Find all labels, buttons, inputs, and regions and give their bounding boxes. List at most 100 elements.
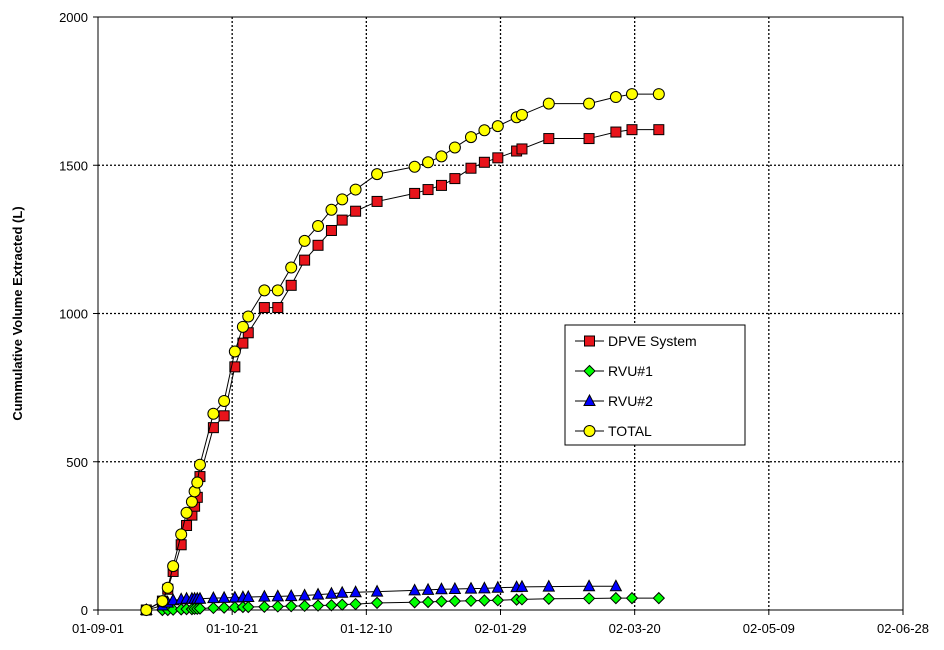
data-point	[207, 422, 219, 434]
data-point	[464, 594, 478, 608]
series-3	[140, 88, 665, 616]
data-point	[653, 124, 665, 136]
legend-label: RVU#2	[608, 393, 653, 409]
data-point	[583, 97, 596, 110]
data-point	[625, 591, 639, 605]
y-tick-label: 500	[66, 455, 88, 470]
data-point	[180, 506, 193, 519]
data-point	[325, 599, 338, 612]
data-point	[298, 588, 311, 601]
legend-marker	[583, 425, 596, 437]
data-point	[464, 581, 478, 594]
legend-marker	[583, 393, 596, 406]
y-tick-label: 0	[81, 603, 88, 618]
data-point	[285, 279, 297, 291]
data-point	[491, 594, 505, 607]
data-point	[435, 150, 448, 163]
data-point	[271, 600, 284, 613]
data-point	[271, 589, 285, 602]
data-point	[583, 133, 595, 145]
data-point	[449, 173, 461, 185]
x-tick-label: 02-05-09	[743, 621, 795, 636]
series-2	[139, 579, 623, 615]
data-point	[464, 131, 477, 144]
data-point	[242, 600, 255, 614]
legend-marker	[584, 335, 595, 347]
y-tick-label: 2000	[59, 10, 88, 25]
data-point	[193, 602, 207, 615]
data-point	[217, 590, 231, 603]
legend: DPVE System RVU#1 RVU#2 TOTAL	[564, 324, 746, 446]
y-tick-label: 1000	[59, 307, 88, 322]
data-point	[435, 582, 448, 595]
data-point	[229, 361, 241, 373]
data-point	[140, 604, 153, 616]
legend-item: TOTAL	[575, 423, 652, 439]
data-point	[242, 310, 255, 323]
data-point	[325, 224, 337, 236]
data-point	[409, 187, 421, 199]
legend-item: RVU#2	[575, 393, 653, 409]
data-point	[626, 124, 638, 136]
data-point	[408, 583, 421, 596]
data-point	[228, 590, 242, 603]
data-point	[284, 588, 298, 602]
data-point	[299, 254, 311, 266]
data-point	[349, 597, 362, 611]
data-point	[298, 599, 311, 613]
data-point	[421, 595, 435, 609]
data-point	[491, 120, 504, 133]
data-point	[542, 97, 555, 110]
data-point	[161, 581, 174, 594]
data-point	[218, 410, 230, 422]
data-point	[191, 476, 204, 489]
data-point	[652, 591, 666, 605]
x-tick-label: 02-03-20	[609, 621, 661, 636]
data-point	[285, 261, 298, 274]
data-point	[258, 600, 271, 613]
series-layer	[139, 88, 666, 617]
data-point	[370, 584, 384, 597]
legend-label: RVU#1	[608, 363, 653, 379]
data-point	[335, 598, 349, 611]
data-point	[515, 108, 528, 121]
data-point	[218, 394, 231, 407]
legend-items: DPVE System RVU#1 RVU#2 TOTAL	[575, 333, 697, 439]
data-point	[609, 91, 622, 104]
data-point	[185, 495, 198, 508]
data-point	[166, 593, 180, 606]
data-point	[652, 88, 665, 101]
data-point	[325, 586, 338, 599]
data-point	[349, 585, 362, 598]
data-point	[217, 601, 231, 614]
x-tick-label: 01-10-21	[206, 621, 258, 636]
data-point	[241, 589, 255, 602]
data-point	[492, 152, 504, 164]
data-point	[167, 560, 180, 573]
data-point	[609, 591, 623, 605]
data-point	[207, 591, 220, 604]
data-point	[408, 596, 421, 609]
data-point	[193, 458, 206, 471]
data-point	[543, 133, 555, 145]
data-point	[258, 589, 271, 602]
data-point	[175, 528, 188, 541]
legend-label: DPVE System	[608, 333, 697, 349]
data-point	[258, 284, 271, 297]
x-tick-label: 01-12-10	[340, 621, 392, 636]
data-point	[237, 337, 249, 349]
data-point	[258, 302, 270, 314]
y-axis-title: Cummulative Volume Extracted (L)	[10, 206, 25, 420]
data-point	[448, 141, 461, 154]
data-point	[312, 239, 324, 251]
data-point	[448, 581, 462, 594]
data-point	[610, 126, 622, 138]
data-point	[207, 407, 220, 420]
data-point	[465, 162, 477, 174]
data-point	[325, 203, 338, 216]
data-point	[193, 591, 207, 604]
data-point	[478, 581, 491, 594]
